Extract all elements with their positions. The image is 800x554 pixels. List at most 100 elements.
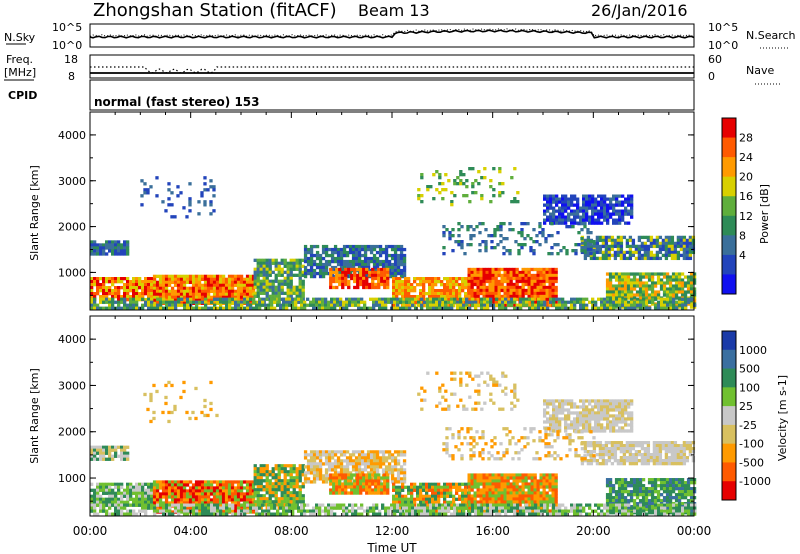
- data-cell: [303, 477, 308, 481]
- data-cell: [428, 289, 432, 293]
- data-cell: [484, 246, 488, 250]
- data-cell: [386, 491, 390, 495]
- data-cell: [521, 288, 525, 293]
- data-cell: [90, 246, 94, 250]
- data-cell: [360, 297, 364, 301]
- data-cell: [194, 483, 199, 487]
- data-cell: [446, 286, 450, 290]
- data-cell: [301, 482, 305, 486]
- data-cell: [206, 286, 211, 291]
- data-cell: [609, 303, 613, 307]
- data-cell: [482, 294, 486, 299]
- data-cell: [455, 488, 459, 492]
- data-cell: [483, 300, 487, 304]
- data-cell: [404, 494, 408, 498]
- data-cell: [558, 306, 562, 310]
- data-cell: [363, 459, 368, 463]
- data-cell: [342, 253, 347, 258]
- data-cell: [432, 303, 436, 307]
- data-cell: [246, 297, 250, 301]
- data-cell: [458, 509, 462, 513]
- data-cell: [230, 498, 235, 502]
- data-cell: [518, 294, 522, 299]
- data-cell: [246, 306, 250, 310]
- data-cell: [372, 244, 377, 249]
- data-cell: [123, 252, 127, 256]
- data-cell: [442, 231, 446, 235]
- data-cell: [610, 253, 615, 258]
- data-cell: [608, 275, 613, 279]
- power-colorbar-label: Power [dB]: [758, 184, 771, 244]
- data-cell: [143, 188, 147, 192]
- data-cell: [527, 300, 531, 305]
- data-cell: [273, 300, 277, 304]
- data-cell: [348, 250, 353, 255]
- data-cell: [179, 295, 184, 300]
- data-cell: [649, 235, 654, 240]
- data-cell: [671, 284, 676, 288]
- data-cell: [256, 288, 260, 292]
- data-cell: [402, 306, 406, 310]
- data-cell: [123, 300, 127, 304]
- data-cell: [224, 498, 229, 502]
- data-cell: [108, 292, 112, 296]
- data-cell: [564, 203, 568, 207]
- data-cell: [245, 292, 250, 297]
- data-cell: [680, 281, 685, 285]
- data-cell: [197, 298, 202, 303]
- data-cell: [168, 303, 172, 307]
- data-cell: [212, 486, 217, 490]
- data-cell: [674, 272, 679, 276]
- data-cell: [467, 273, 471, 278]
- data-cell: [619, 250, 624, 255]
- data-cell: [461, 286, 465, 290]
- data-cell: [668, 284, 673, 288]
- data-cell: [99, 457, 103, 461]
- data-cell: [466, 228, 470, 232]
- data-cell: [194, 489, 199, 493]
- data-cell: [555, 209, 559, 213]
- data-cell: [661, 247, 666, 252]
- data-cell: [318, 471, 323, 475]
- data-cell: [452, 280, 456, 284]
- y-tick-label: 2000: [58, 221, 86, 234]
- data-cell: [601, 244, 606, 249]
- data-cell: [224, 486, 229, 490]
- data-cell: [185, 483, 190, 487]
- data-cell: [458, 488, 462, 492]
- data-cell: [129, 289, 133, 293]
- data-cell: [500, 285, 504, 290]
- data-cell: [398, 500, 402, 504]
- data-cell: [197, 501, 202, 505]
- data-cell: [357, 306, 361, 310]
- data-cell: [685, 253, 690, 258]
- data-cell: [203, 277, 208, 282]
- colorbar-tick-label: 8: [739, 229, 746, 242]
- data-cell: [449, 277, 453, 281]
- data-cell: [236, 480, 241, 484]
- data-cell: [366, 465, 371, 469]
- data-cell: [555, 200, 559, 204]
- data-cell: [152, 301, 157, 306]
- data-cell: [245, 486, 250, 490]
- data-cell: [295, 500, 299, 504]
- data-cell: [380, 279, 384, 284]
- data-cell: [655, 250, 660, 255]
- data-cell: [363, 274, 368, 279]
- data-cell: [301, 473, 305, 477]
- data-cell: [416, 488, 420, 492]
- data-cell: [242, 277, 247, 282]
- data-cell: [301, 294, 305, 298]
- data-cell: [443, 482, 447, 486]
- data-cell: [159, 297, 163, 301]
- data-cell: [420, 306, 424, 310]
- data-cell: [309, 268, 314, 273]
- data-cell: [372, 256, 377, 261]
- data-cell: [268, 485, 272, 489]
- data-cell: [527, 288, 531, 293]
- data-cell: [303, 300, 307, 304]
- data-cell: [465, 185, 469, 189]
- data-cell: [348, 456, 353, 460]
- data-cell: [129, 286, 133, 290]
- data-cell: [377, 485, 381, 489]
